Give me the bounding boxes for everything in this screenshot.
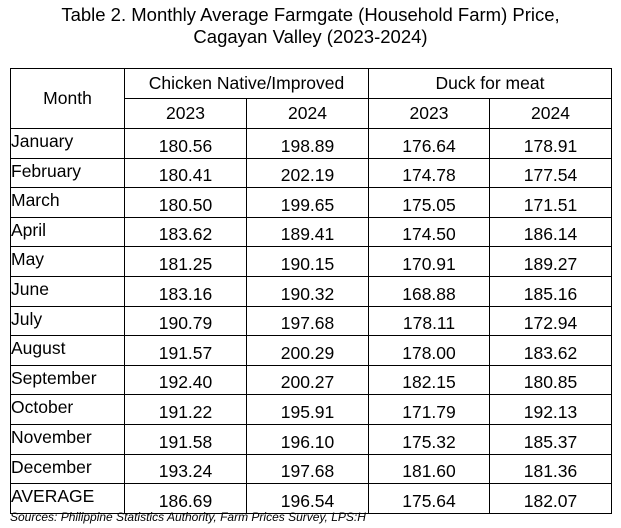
price-cell: 168.88 [368, 275, 490, 307]
price-cell: 181.36 [489, 453, 612, 485]
price-cell: 174.50 [368, 216, 490, 248]
price-cell: 172.94 [489, 305, 612, 337]
year-header: 2023 [368, 98, 490, 129]
price-cell: 177.54 [489, 157, 612, 189]
table-row: October 191.22 195.91 171.79 192.13 [10, 394, 612, 425]
price-cell: 202.19 [246, 157, 369, 189]
price-cell: 192.13 [489, 394, 612, 425]
price-cell: 181.25 [124, 246, 247, 277]
month-cell: December [10, 453, 125, 485]
price-cell: 180.85 [489, 364, 612, 396]
duck-group-header: Duck for meat [368, 68, 612, 99]
price-cell: 189.41 [246, 216, 369, 248]
table-row: November 191.58 196.10 175.32 185.37 [10, 423, 612, 455]
price-cell: 186.69 [124, 483, 247, 514]
price-cell: 190.15 [246, 246, 369, 277]
price-cell: 197.68 [246, 453, 369, 485]
price-cell: 193.24 [124, 453, 247, 485]
price-cell: 191.22 [124, 394, 247, 425]
price-cell: 176.64 [368, 128, 490, 159]
price-cell: 182.15 [368, 364, 490, 396]
price-cell: 180.41 [124, 157, 247, 189]
price-cell: 178.11 [368, 305, 490, 337]
price-cell: 196.54 [246, 483, 369, 514]
chicken-group-header: Chicken Native/Improved [124, 68, 369, 99]
price-cell: 191.58 [124, 423, 247, 455]
table-title-line-2: Cagayan Valley (2023-2024) [193, 26, 428, 47]
month-cell: January [10, 128, 125, 159]
table-row: May 181.25 190.15 170.91 189.27 [10, 246, 612, 277]
table-row: June 183.16 190.32 168.88 185.16 [10, 275, 612, 307]
price-cell: 178.00 [368, 335, 490, 366]
price-cell: 200.29 [246, 335, 369, 366]
table-row: March 180.50 199.65 175.05 171.51 [10, 187, 612, 218]
price-cell: 183.62 [489, 335, 612, 366]
month-cell: March [10, 187, 125, 218]
price-cell: 181.60 [368, 453, 490, 485]
price-cell: 185.16 [489, 275, 612, 307]
year-header: 2023 [124, 98, 247, 129]
price-cell: 170.91 [368, 246, 490, 277]
price-cell: 197.68 [246, 305, 369, 337]
price-table: Month Chicken Native/Improved Duck for m… [10, 68, 612, 514]
table-title-line-1: Table 2. Monthly Average Farmgate (House… [61, 4, 560, 25]
price-cell: 185.37 [489, 423, 612, 455]
month-cell: November [10, 423, 125, 455]
source-note: Sources: Philippine Statistics Authority… [10, 510, 366, 524]
table-row: February 180.41 202.19 174.78 177.54 [10, 157, 612, 189]
price-cell: 182.07 [489, 483, 612, 514]
price-cell: 190.32 [246, 275, 369, 307]
month-header: Month [10, 68, 125, 129]
month-cell: April [10, 216, 125, 248]
price-cell: 198.89 [246, 128, 369, 159]
table-row: January 180.56 198.89 176.64 178.91 [10, 128, 612, 159]
month-cell: May [10, 246, 125, 277]
month-cell: AVERAGE [10, 483, 125, 514]
price-cell: 171.79 [368, 394, 490, 425]
price-cell: 192.40 [124, 364, 247, 396]
price-cell: 191.57 [124, 335, 247, 366]
price-cell: 174.78 [368, 157, 490, 189]
table-row: September 192.40 200.27 182.15 180.85 [10, 364, 612, 396]
price-cell: 175.64 [368, 483, 490, 514]
price-cell: 190.79 [124, 305, 247, 337]
table-row: July 190.79 197.68 178.11 172.94 [10, 305, 612, 337]
table-row: April 183.62 189.41 174.50 186.14 [10, 216, 612, 248]
table-row: August 191.57 200.29 178.00 183.62 [10, 335, 612, 366]
price-cell: 180.50 [124, 187, 247, 218]
table-row: December 193.24 197.68 181.60 181.36 [10, 453, 612, 485]
price-cell: 183.16 [124, 275, 247, 307]
price-cell: 171.51 [489, 187, 612, 218]
month-cell: February [10, 157, 125, 189]
price-cell: 195.91 [246, 394, 369, 425]
month-cell: August [10, 335, 125, 366]
month-cell: July [10, 305, 125, 337]
price-cell: 189.27 [489, 246, 612, 277]
year-header: 2024 [246, 98, 369, 129]
price-cell: 178.91 [489, 128, 612, 159]
month-cell: June [10, 275, 125, 307]
price-cell: 183.62 [124, 216, 247, 248]
table-title: Table 2. Monthly Average Farmgate (House… [0, 4, 621, 48]
month-cell: October [10, 394, 125, 425]
price-cell: 175.05 [368, 187, 490, 218]
price-cell: 199.65 [246, 187, 369, 218]
average-row: AVERAGE 186.69 196.54 175.64 182.07 [10, 483, 612, 514]
table-body: January 180.56 198.89 176.64 178.91 February 1… [10, 128, 612, 514]
year-header: 2024 [489, 98, 612, 129]
price-cell: 186.14 [489, 216, 612, 248]
price-cell: 196.10 [246, 423, 369, 455]
price-cell: 200.27 [246, 364, 369, 396]
price-cell: 175.32 [368, 423, 490, 455]
price-cell: 180.56 [124, 128, 247, 159]
month-cell: September [10, 364, 125, 396]
